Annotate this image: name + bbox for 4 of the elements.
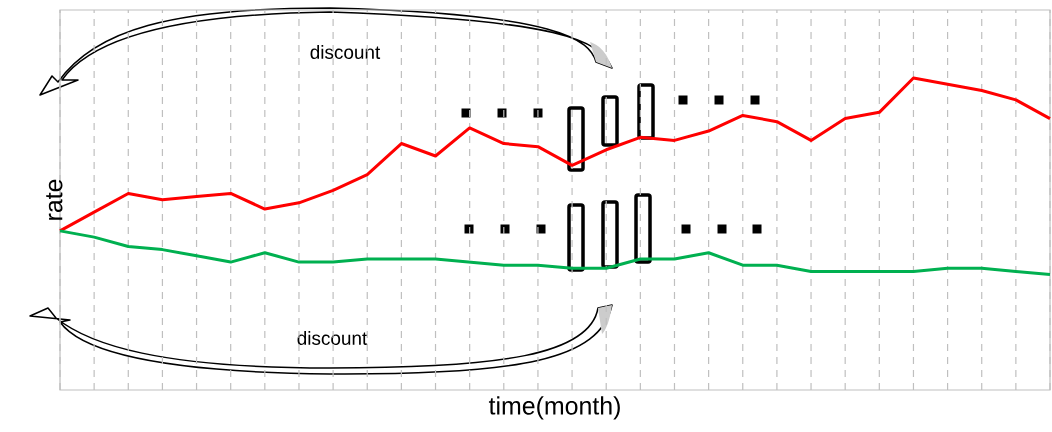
text: discount (310, 45, 381, 59)
y-axis-title: rate (46, 179, 63, 220)
x-axis-title: time(month) (488, 396, 620, 420)
annotation: discount (297, 331, 368, 345)
